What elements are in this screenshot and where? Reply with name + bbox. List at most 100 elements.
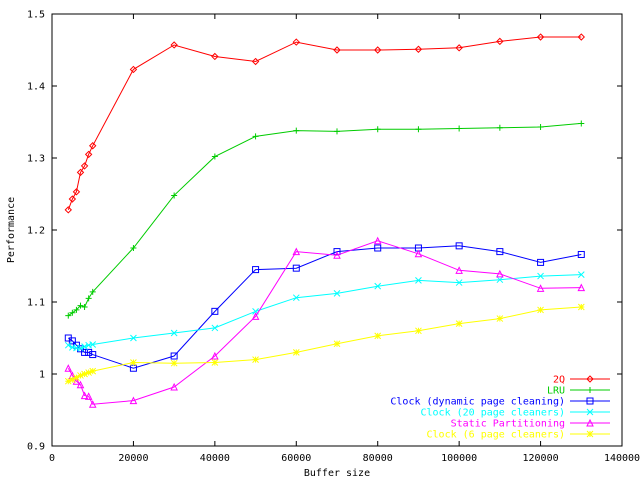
data-point	[89, 142, 97, 150]
x-axis-label: Buffer size	[304, 468, 370, 479]
data-point	[415, 277, 422, 284]
data-point	[293, 127, 300, 134]
legend-item: Clock (6 page cleaners)	[427, 430, 610, 441]
data-point	[455, 242, 463, 250]
data-point	[85, 348, 93, 356]
data-point	[586, 397, 594, 405]
data-point	[64, 206, 72, 214]
data-point	[333, 248, 341, 256]
data-point	[252, 356, 259, 363]
data-point	[578, 120, 585, 127]
data-point	[586, 408, 594, 416]
legend-label: Clock (6 page cleaners)	[427, 430, 565, 441]
data-point	[73, 306, 80, 313]
x-tick-label: 40000	[200, 453, 230, 464]
data-point	[72, 377, 81, 385]
data-point	[333, 340, 341, 348]
data-point	[496, 248, 504, 256]
data-point	[455, 44, 463, 52]
data-point	[577, 303, 585, 311]
legend-item: Clock (20 page cleaners)	[421, 408, 610, 419]
data-point	[414, 45, 423, 53]
data-point	[76, 168, 85, 177]
data-point	[577, 250, 585, 258]
data-point	[374, 46, 382, 54]
legend-label: Clock (20 page cleaners)	[421, 408, 566, 419]
x-tick-label: 120000	[523, 453, 559, 464]
data-point	[577, 283, 586, 292]
legend-item: Static Partitioning	[451, 419, 610, 430]
series-3	[64, 271, 585, 352]
series-1	[65, 120, 585, 319]
data-point	[76, 380, 85, 389]
data-point	[80, 162, 89, 170]
data-point	[374, 332, 382, 340]
data-point	[496, 124, 503, 131]
data-point	[415, 327, 422, 335]
data-point	[211, 153, 218, 160]
series-line	[68, 274, 582, 349]
series-line	[68, 122, 582, 317]
data-point	[211, 52, 219, 61]
data-point	[211, 359, 219, 366]
x-tick-label: 80000	[363, 453, 393, 464]
data-point	[496, 276, 504, 284]
series-line	[67, 36, 582, 210]
data-point	[84, 150, 93, 159]
series-5	[64, 303, 585, 385]
y-tick-label: 0.9	[27, 442, 45, 453]
plot-frame	[51, 13, 623, 447]
series-line	[68, 245, 582, 369]
data-point	[77, 302, 84, 309]
data-point	[455, 320, 463, 327]
data-point	[455, 266, 463, 274]
data-point	[496, 269, 504, 278]
legend-item: 2Q	[553, 375, 610, 386]
data-point	[89, 367, 97, 375]
data-point	[89, 351, 97, 359]
data-point	[88, 400, 97, 408]
data-point	[292, 264, 300, 272]
data-point	[587, 387, 593, 393]
series-line	[68, 306, 582, 382]
x-tick-label: 0	[49, 453, 55, 464]
series-line	[67, 240, 582, 405]
x-tick-label: 140000	[604, 453, 640, 464]
data-point	[64, 364, 73, 372]
legend-label: LRU	[547, 386, 565, 397]
data-point	[373, 236, 382, 245]
data-point	[81, 370, 88, 378]
data-point	[496, 37, 504, 46]
data-point	[130, 359, 137, 366]
data-point	[85, 369, 92, 376]
data-point	[89, 341, 97, 348]
data-point	[69, 376, 76, 384]
data-point	[537, 124, 544, 131]
data-point	[170, 382, 178, 391]
data-point	[64, 377, 72, 385]
series-0	[64, 33, 585, 214]
data-point	[77, 372, 84, 379]
data-point	[577, 271, 585, 278]
y-tick-label: 1.3	[27, 154, 45, 165]
x-tick-label: 100000	[441, 453, 477, 464]
data-point	[81, 343, 88, 350]
x-tick-label: 20000	[118, 453, 148, 464]
data-point	[374, 244, 382, 252]
data-point	[374, 282, 382, 290]
data-point	[292, 349, 300, 356]
data-point	[129, 396, 138, 405]
series-layer	[64, 33, 586, 408]
data-point	[292, 294, 300, 302]
data-point	[89, 288, 96, 295]
data-point	[251, 57, 260, 66]
legend-item: Clock (dynamic page cleaning)	[390, 397, 610, 408]
data-point	[69, 309, 76, 316]
legend-label: Clock (dynamic page cleaning)	[390, 397, 565, 408]
data-point	[333, 46, 341, 54]
data-point	[537, 272, 544, 280]
data-point	[496, 315, 504, 322]
axis-ticks: 0 20000 40000 60000 80000 100000 120000 140000 0…	[27, 10, 640, 465]
